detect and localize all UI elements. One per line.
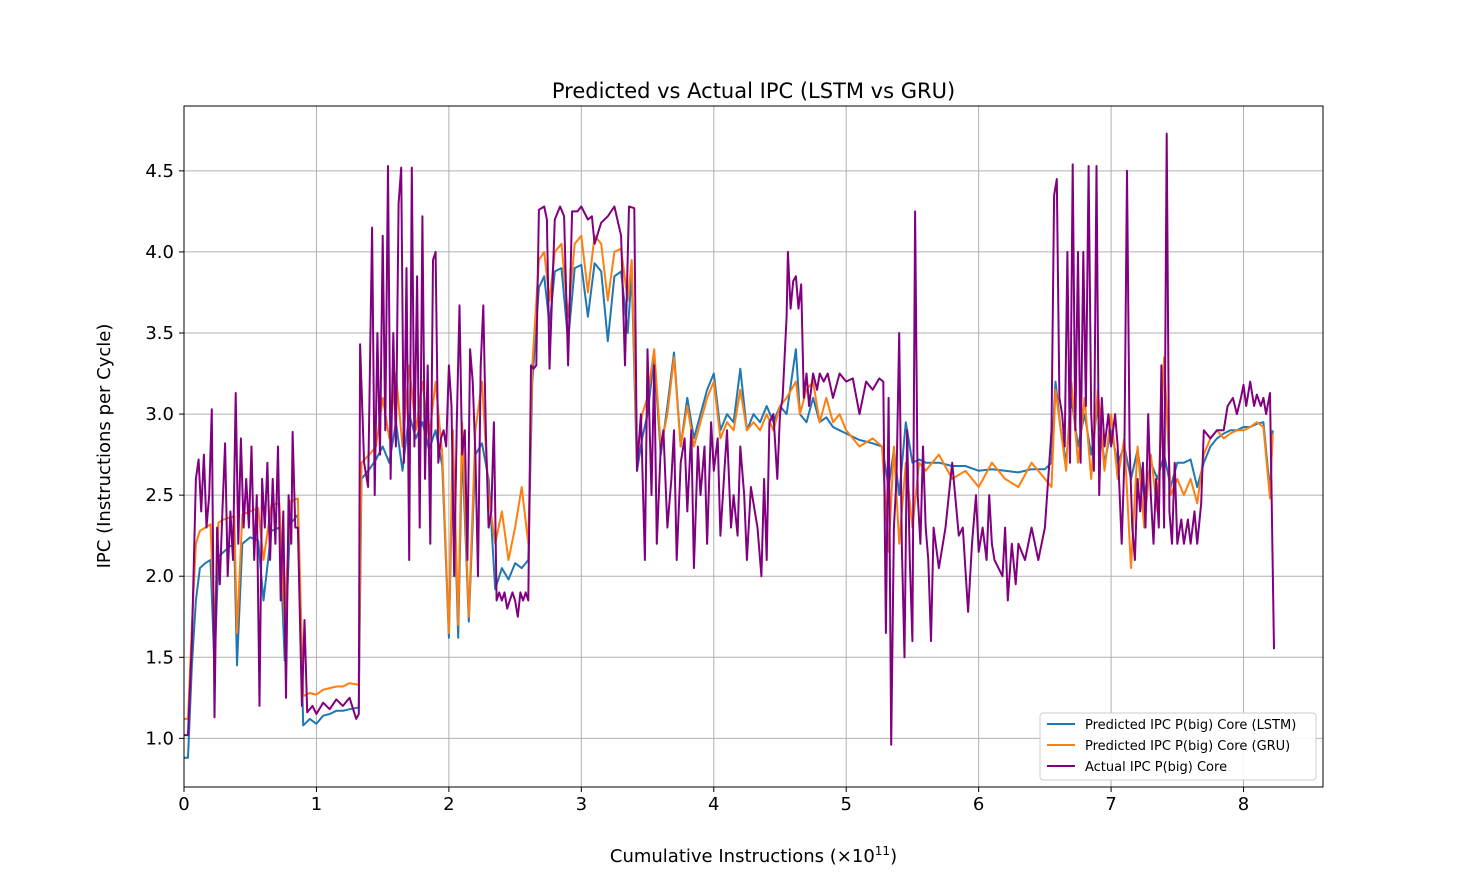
legend-label-lstm: Predicted IPC P(big) Core (LSTM) (1085, 718, 1296, 733)
y-tick-label: 3.0 (145, 404, 174, 425)
legend-box (1039, 712, 1317, 781)
x-tick-label: 4 (708, 794, 719, 815)
x-axis-label: Cumulative Instructions (×1011) (610, 844, 897, 867)
y-tick-label: 4.5 (145, 161, 174, 182)
x-axis-label-exponent: 11 (875, 844, 890, 858)
chart-title: Predicted vs Actual IPC (LSTM vs GRU) (552, 79, 955, 103)
y-tick-label: 1.5 (145, 647, 174, 668)
x-axis-ticks: 0 1 2 3 4 5 6 7 8 (178, 787, 1249, 815)
y-tick-label: 3.5 (145, 323, 174, 344)
x-tick-label: 2 (443, 794, 454, 815)
x-axis-label-text: Cumulative Instructions (×10 (610, 846, 875, 867)
legend-label-actual: Actual IPC P(big) Core (1085, 760, 1227, 775)
y-tick-label: 2.0 (145, 566, 174, 587)
x-tick-label: 1 (311, 794, 322, 815)
x-tick-label: 8 (1238, 794, 1249, 815)
x-tick-label: 5 (840, 794, 851, 815)
plot-frame (183, 105, 1324, 788)
y-tick-label: 4.0 (145, 242, 174, 263)
series-line-actual (184, 132, 1275, 746)
x-tick-label: 3 (576, 794, 587, 815)
x-tick-label: 6 (973, 794, 984, 815)
series-lines (184, 132, 1275, 759)
legend: Predicted IPC P(big) Core (LSTM) Predict… (1039, 712, 1317, 781)
x-tick-label: 0 (178, 794, 189, 815)
y-tick-label: 2.5 (145, 485, 174, 506)
series-line-gru (184, 234, 1274, 720)
y-tick-label: 1.0 (145, 728, 174, 749)
y-axis-ticks: 1.0 1.5 2.0 2.5 3.0 3.5 4.0 4.5 (145, 161, 184, 749)
y-axis-label: IPC (Instructions per Cycle) (94, 324, 115, 569)
legend-label-gru: Predicted IPC P(big) Core (GRU) (1085, 739, 1290, 754)
x-tick-label: 7 (1105, 794, 1116, 815)
x-axis-label-suffix: ) (890, 846, 897, 867)
